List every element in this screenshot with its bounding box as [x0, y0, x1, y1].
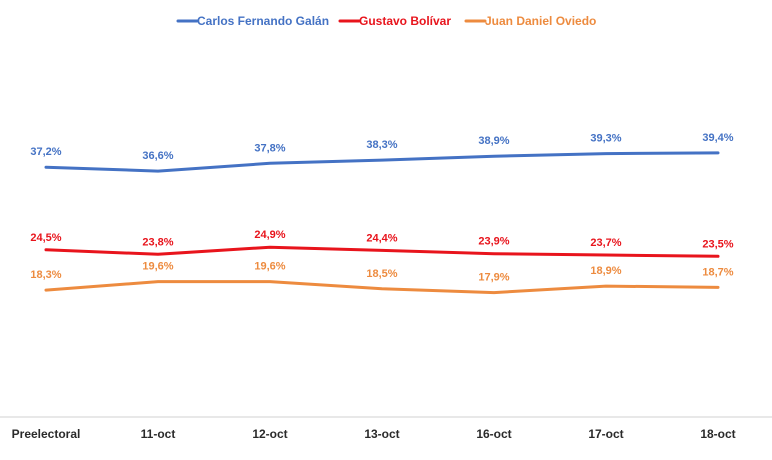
data-label-gustavo-bolivar-1: 23,8%: [142, 236, 173, 248]
x-tick-label-1: 11-oct: [141, 427, 176, 441]
data-label-carlos-fernando-galan-6: 39,4%: [702, 132, 733, 144]
legend-label-carlos-fernando-galan: Carlos Fernando Galán: [197, 14, 329, 28]
data-label-juan-daniel-oviedo-6: 18,7%: [702, 266, 733, 278]
data-label-carlos-fernando-galan-3: 38,3%: [366, 139, 397, 151]
data-label-gustavo-bolivar-2: 24,9%: [254, 229, 285, 241]
data-label-juan-daniel-oviedo-1: 19,6%: [142, 261, 173, 273]
data-label-gustavo-bolivar-3: 24,4%: [366, 232, 397, 244]
data-label-carlos-fernando-galan-5: 39,3%: [590, 133, 621, 145]
data-label-carlos-fernando-galan-4: 38,9%: [478, 135, 509, 147]
data-label-carlos-fernando-galan-2: 37,8%: [254, 142, 285, 154]
data-label-gustavo-bolivar-5: 23,7%: [590, 237, 621, 249]
series-line-carlos-fernando-galan: [44, 151, 720, 173]
data-label-juan-daniel-oviedo-2: 19,6%: [254, 261, 285, 273]
series-layer: 37,2% 36,6% 37,8% 38,3% 38,9% 39,3% 39,4% 24,5%…: [30, 132, 734, 295]
x-axis-ticks: Preelectoral 11-oct 12-oct 13-oct 16-oct 17-o…: [12, 427, 736, 441]
data-label-juan-daniel-oviedo-5: 18,9%: [590, 265, 621, 277]
x-tick-label-4: 16-oct: [476, 427, 511, 441]
legend-label-juan-daniel-oviedo: Juan Daniel Oviedo: [485, 14, 596, 28]
data-label-carlos-fernando-galan-1: 36,6%: [142, 150, 173, 162]
legend: Carlos Fernando Galán Gustavo Bolívar Juan…: [176, 14, 596, 28]
data-label-gustavo-bolivar-6: 23,5%: [702, 238, 733, 250]
data-label-juan-daniel-oviedo-4: 17,9%: [478, 272, 509, 284]
data-label-juan-daniel-oviedo-0: 18,3%: [30, 269, 61, 281]
x-tick-label-3: 13-oct: [364, 427, 399, 441]
data-label-carlos-fernando-galan-0: 37,2%: [30, 146, 61, 158]
series-line-juan-daniel-oviedo: [44, 280, 720, 295]
legend-label-gustavo-bolivar: Gustavo Bolívar: [359, 14, 451, 28]
series-line-gustavo-bolivar: [44, 245, 720, 258]
x-tick-label-6: 18-oct: [700, 427, 735, 441]
data-label-juan-daniel-oviedo-3: 18,5%: [366, 268, 397, 280]
data-label-gustavo-bolivar-4: 23,9%: [478, 236, 509, 248]
x-tick-label-5: 17-oct: [588, 427, 623, 441]
x-tick-label-2: 12-oct: [252, 427, 287, 441]
data-label-gustavo-bolivar-0: 24,5%: [30, 232, 61, 244]
x-tick-label-0: Preelectoral: [12, 427, 81, 441]
